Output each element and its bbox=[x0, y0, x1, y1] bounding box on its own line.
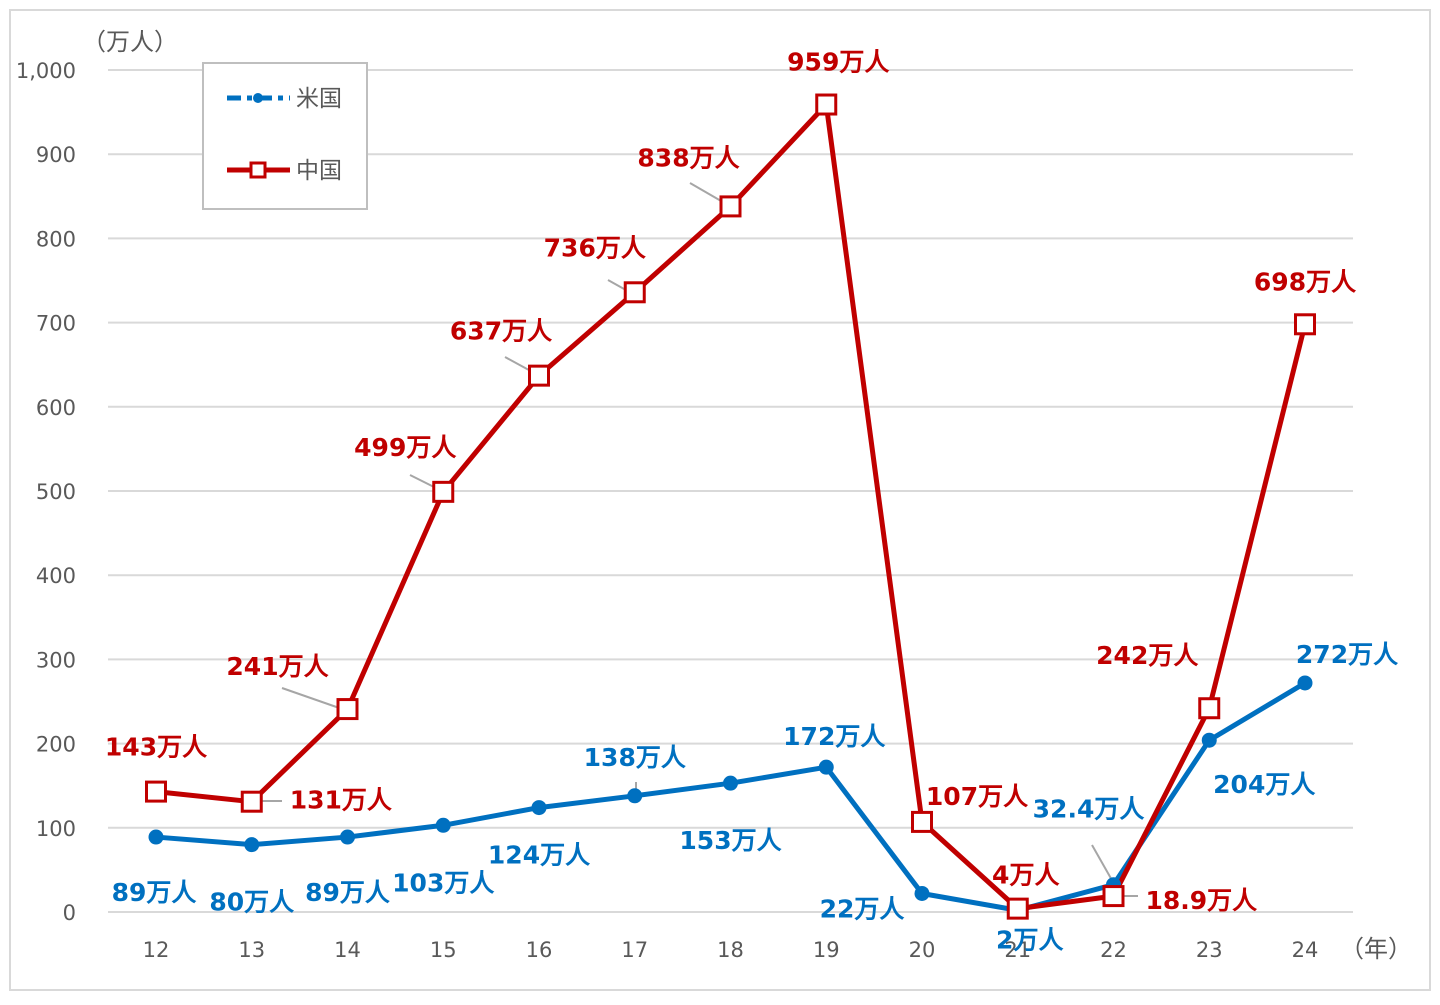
x-tick-label: 20 bbox=[909, 938, 936, 962]
data-label: 107万人 bbox=[926, 782, 1028, 811]
data-point bbox=[627, 788, 643, 804]
y-unit-label: （万人） bbox=[82, 28, 178, 56]
data-point bbox=[911, 810, 933, 833]
x-tick-label: 17 bbox=[621, 938, 648, 962]
y-tick-label: 200 bbox=[36, 733, 76, 757]
data-label: 153万人 bbox=[679, 826, 781, 855]
x-tick-label: 13 bbox=[238, 938, 265, 962]
x-tick-label: 15 bbox=[430, 938, 457, 962]
data-label: 736万人 bbox=[544, 233, 646, 262]
data-label: 89万人 bbox=[112, 878, 197, 907]
x-tick-label: 12 bbox=[143, 938, 170, 962]
data-label: 124万人 bbox=[488, 841, 590, 870]
x-tick-label: 18 bbox=[717, 938, 744, 962]
legend-us-marker bbox=[253, 93, 263, 103]
x-tick-label: 16 bbox=[526, 938, 553, 962]
data-point bbox=[623, 281, 646, 304]
data-label: 637万人 bbox=[450, 317, 552, 346]
data-label: 32.4万人 bbox=[1033, 795, 1145, 824]
y-tick-label: 900 bbox=[36, 143, 76, 167]
y-tick-label: 800 bbox=[36, 227, 76, 251]
data-point bbox=[1102, 885, 1125, 908]
data-point bbox=[914, 885, 930, 901]
data-label: 143万人 bbox=[105, 733, 207, 762]
data-point bbox=[815, 93, 838, 116]
x-tick-label: 24 bbox=[1292, 938, 1319, 962]
data-point bbox=[336, 698, 359, 721]
x-unit-label: （年） bbox=[1340, 935, 1412, 963]
x-tick-label: 22 bbox=[1100, 938, 1127, 962]
y-tick-label: 100 bbox=[36, 817, 76, 841]
x-tick-label: 14 bbox=[334, 938, 361, 962]
data-point bbox=[148, 829, 164, 845]
data-labels: 89万人 80万人 89万人 103万人124万人138万人153万人172万人22万… bbox=[105, 48, 1398, 955]
leader-line bbox=[281, 687, 346, 711]
x-tick-label: 21 bbox=[1004, 938, 1031, 962]
data-label: 22万人 bbox=[820, 894, 905, 923]
data-label: 4万人 bbox=[992, 861, 1059, 890]
data-point bbox=[1006, 897, 1029, 920]
data-label: 131万人 bbox=[290, 786, 392, 815]
y-tick-label: 700 bbox=[36, 312, 76, 336]
data-point bbox=[145, 780, 167, 803]
y-tick-label: 600 bbox=[36, 396, 76, 420]
data-point bbox=[1201, 732, 1217, 748]
data-point bbox=[1198, 697, 1221, 720]
data-label: 138万人 bbox=[584, 743, 686, 772]
y-tick-label: 400 bbox=[36, 564, 76, 588]
x-tick-label: 23 bbox=[1196, 938, 1223, 962]
data-point bbox=[1294, 313, 1316, 336]
legend-cn-label: 中国 bbox=[296, 158, 342, 184]
data-label: 242万人 bbox=[1096, 641, 1198, 670]
data-label: 499万人 bbox=[354, 433, 456, 462]
y-tick-label: 500 bbox=[36, 480, 76, 504]
x-tick-label: 19 bbox=[813, 938, 840, 962]
data-point bbox=[435, 817, 451, 833]
y-tick-label: 0 bbox=[63, 901, 76, 925]
x-axis-ticks: 12 13 14 15 16 17 18 19 20 21 22 23 24 bbox=[143, 938, 1319, 962]
legend-us-label: 米国 bbox=[296, 86, 342, 112]
legend: 米国 中国 bbox=[202, 62, 368, 210]
legend-box bbox=[202, 62, 368, 210]
data-point bbox=[528, 364, 550, 387]
data-point bbox=[340, 829, 355, 845]
data-point bbox=[432, 480, 455, 503]
data-point bbox=[531, 800, 547, 816]
data-point bbox=[723, 775, 738, 791]
y-tick-label: 300 bbox=[36, 648, 76, 672]
series-markers bbox=[145, 93, 1316, 920]
data-label: 89万人 bbox=[305, 878, 390, 907]
data-label: 241万人 bbox=[226, 652, 328, 681]
data-point bbox=[818, 759, 834, 775]
data-label: 172万人 bbox=[783, 722, 885, 751]
data-label: 18.9万人 bbox=[1146, 886, 1258, 915]
data-label: 959万人 bbox=[787, 48, 889, 77]
y-tick-label: 1,000 bbox=[16, 59, 76, 83]
data-point bbox=[719, 195, 742, 218]
data-label: 272万人 bbox=[1296, 640, 1398, 669]
data-point bbox=[1297, 675, 1313, 691]
legend-cn-marker bbox=[249, 161, 267, 179]
data-point bbox=[244, 837, 260, 853]
data-point bbox=[240, 790, 263, 813]
data-label: 698万人 bbox=[1254, 267, 1356, 296]
data-label: 2万人 bbox=[996, 925, 1063, 954]
data-label: 103万人 bbox=[392, 868, 494, 897]
data-label: 204万人 bbox=[1213, 770, 1315, 799]
leader-line bbox=[1091, 844, 1114, 883]
data-label: 80万人 bbox=[209, 888, 294, 917]
y-axis-ticks: 0 100 200 300 400 500 600 700 800 900 1,000 bbox=[16, 59, 76, 925]
data-label: 838万人 bbox=[637, 143, 739, 172]
